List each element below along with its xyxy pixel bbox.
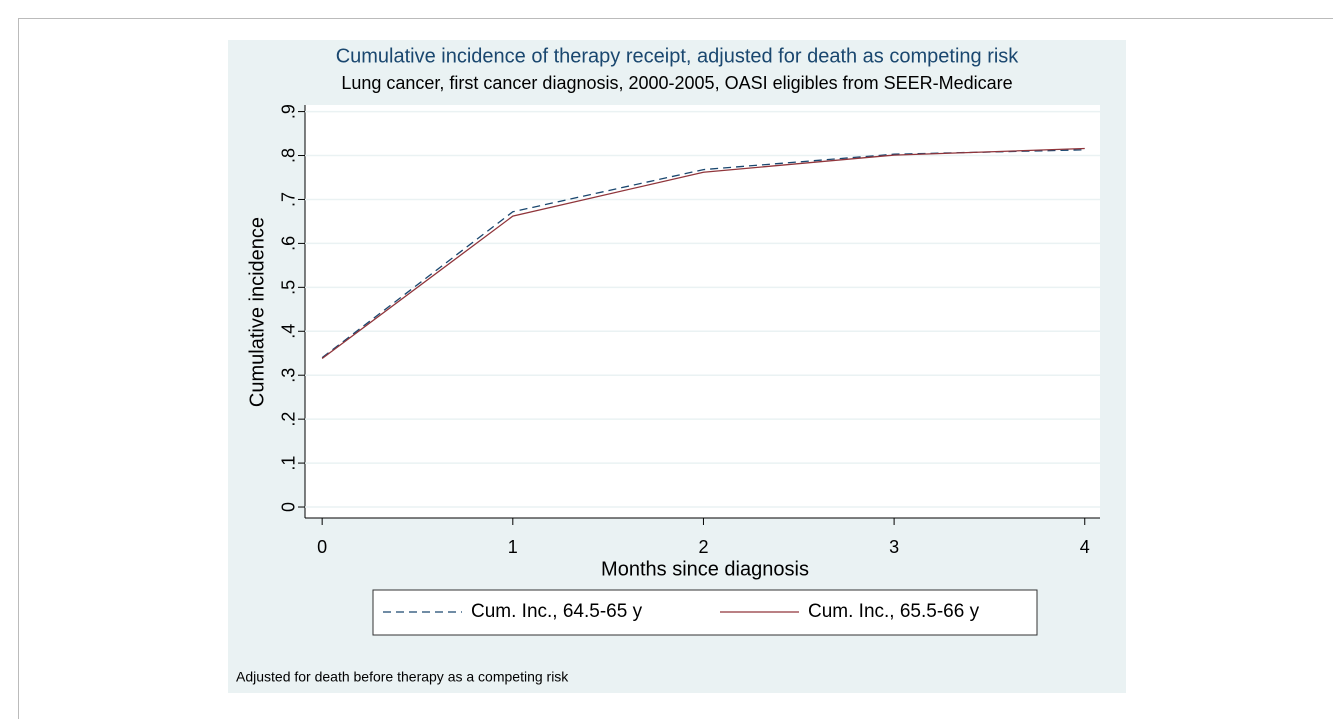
x-tick-label: 0: [317, 537, 327, 557]
x-axis-label: Months since diagnosis: [601, 558, 809, 580]
frame: [18, 18, 1333, 719]
series-line: [321, 147, 1085, 360]
y-tick-label: 0: [279, 502, 299, 512]
legend-label: Cum. Inc., 65.5-66 y: [808, 601, 980, 622]
x-tick-label: 3: [889, 537, 899, 557]
y-tick-label: .3: [279, 368, 299, 383]
y-tick-label: .7: [279, 192, 299, 207]
y-tick-label: .6: [279, 236, 299, 251]
y-axis-label: Cumulative incidence: [246, 217, 268, 407]
y-tick-label: .1: [279, 456, 299, 471]
legend: [372, 589, 1038, 636]
y-tick-label: .4: [279, 324, 299, 339]
chart-title: Cumulative incidence of therapy receipt,…: [336, 45, 1020, 67]
x-tick-label: 1: [508, 537, 518, 557]
y-tick-label: .9: [279, 104, 299, 119]
plot-region: [305, 105, 1100, 518]
note: Adjusted for death before therapy as a c…: [236, 669, 569, 685]
x-tick-label: 2: [698, 537, 708, 557]
y-tick-label: .5: [279, 280, 299, 295]
x-tick-label: 4: [1080, 537, 1090, 557]
legend-label: Cum. Inc., 64.5-65 y: [471, 601, 643, 622]
y-tick-label: .8: [279, 148, 299, 163]
y-tick-label: .2: [279, 412, 299, 427]
chart-subtitle: Lung cancer, first cancer diagnosis, 200…: [341, 73, 1012, 93]
